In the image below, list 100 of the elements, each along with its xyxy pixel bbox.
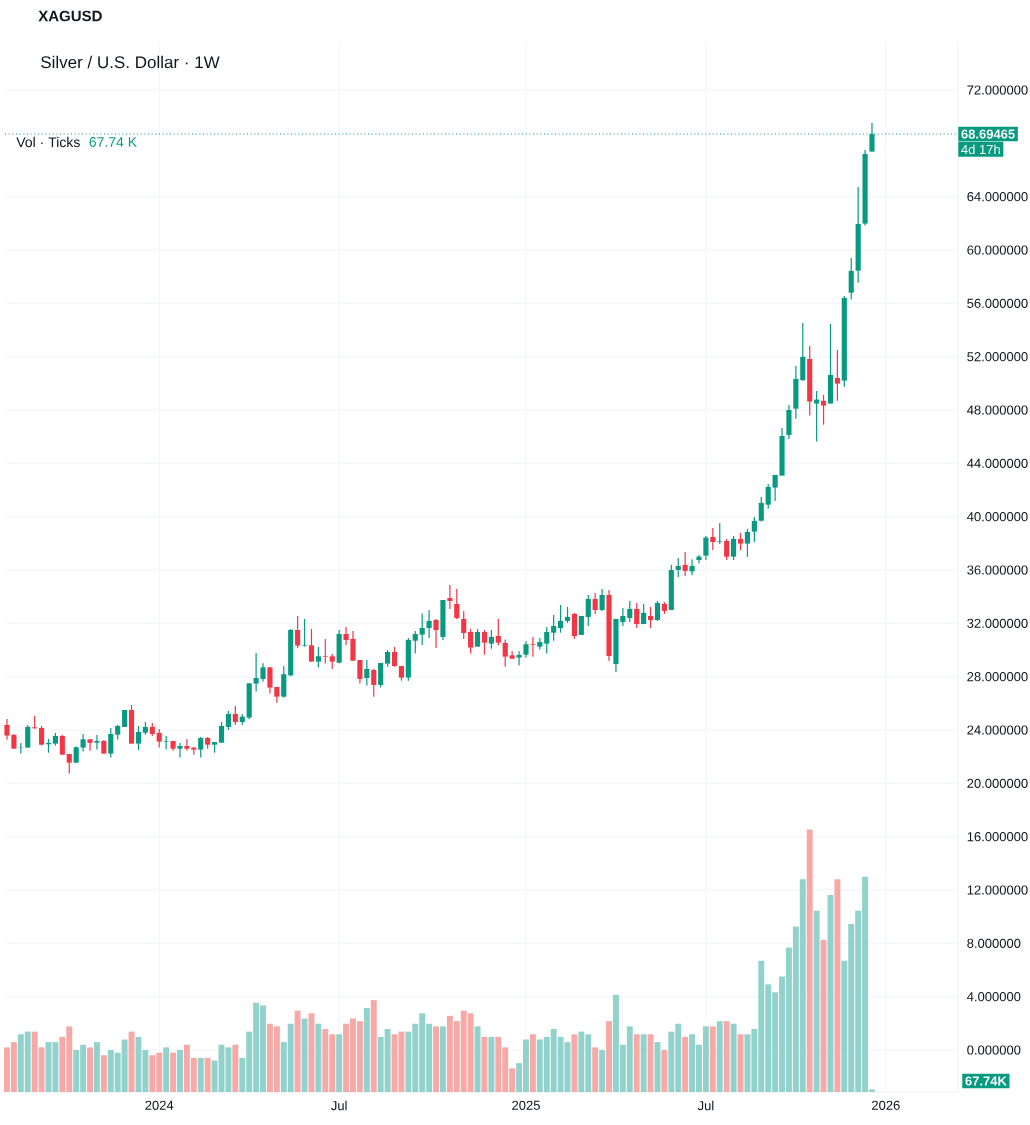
candlestick [814, 390, 820, 443]
y-tick-label: 64.000000 [967, 192, 1028, 202]
annotation: Vol · Ticks [16, 136, 80, 148]
candlestick [654, 600, 661, 622]
x-tick-label: Jul [331, 1100, 347, 1111]
candlestick [308, 628, 315, 663]
bar [294, 1010, 301, 1092]
candlestick [571, 612, 577, 640]
bar [806, 829, 813, 1092]
candlestick [682, 551, 688, 577]
bar [100, 1055, 107, 1092]
candlestick [627, 600, 633, 623]
bar [439, 1026, 446, 1092]
bar [529, 1034, 536, 1092]
y-tick-label: 28.000000 [967, 672, 1028, 682]
bar [592, 1047, 599, 1092]
y-tick-label: 72.000000 [967, 85, 1028, 95]
candlestick [481, 629, 488, 656]
annotation: 67.74 K [89, 137, 137, 147]
candlestick [281, 665, 287, 699]
bar [197, 1057, 204, 1092]
candlestick [364, 659, 370, 687]
y-tick-label: 48.000000 [967, 405, 1028, 415]
bar [820, 939, 827, 1092]
bar [709, 1026, 716, 1092]
y-tick-label: 36.000000 [967, 565, 1028, 575]
bar [87, 1047, 93, 1092]
candlestick [433, 618, 439, 649]
candlestick [765, 483, 771, 510]
candlestick [558, 604, 564, 634]
candlestick [391, 646, 398, 668]
candlestick [198, 736, 204, 759]
candlestick [59, 734, 65, 756]
bar [370, 1000, 377, 1092]
bar [93, 1042, 100, 1092]
text: Silver / U.S. Dollar · 1W [41, 55, 220, 69]
candlestick [502, 639, 508, 668]
bar [301, 1018, 308, 1092]
y-tick-label: 44.000000 [967, 458, 1028, 468]
bar [647, 1034, 654, 1092]
candlestick [592, 592, 598, 615]
bar [488, 1036, 495, 1092]
y-tick-label: 24.000000 [967, 725, 1028, 735]
candlestick [156, 728, 162, 749]
candlestick [322, 638, 328, 665]
y-tick-label: 20.000000 [967, 778, 1028, 788]
y-tick-label: 4.000000 [967, 992, 1021, 1002]
bar [730, 1023, 737, 1092]
candlestick [184, 738, 190, 752]
candlestick [419, 612, 425, 646]
bar [633, 1034, 640, 1092]
bar [813, 910, 820, 1092]
x-tick-label: Jul [697, 1100, 714, 1111]
candlestick [66, 753, 72, 775]
candlestick [87, 738, 93, 752]
y-tick-label: 8.000000 [967, 938, 1021, 948]
bar [163, 1047, 170, 1092]
candlestick [426, 609, 432, 639]
candlestick [634, 602, 640, 629]
y-tick-label: 52.000000 [967, 352, 1028, 362]
bar [640, 1034, 647, 1092]
bar [834, 879, 841, 1092]
candlestick [371, 668, 377, 698]
candlestick [717, 522, 723, 545]
y-tick-label: 60.000000 [967, 245, 1028, 255]
y-tick-label: 16.000000 [967, 832, 1028, 842]
bar [433, 1026, 439, 1092]
candlestick [108, 727, 114, 759]
candlestick [447, 584, 453, 610]
candlestick [696, 554, 702, 564]
candlestick [218, 721, 225, 744]
bar [571, 1034, 578, 1092]
bar [315, 1023, 322, 1092]
x-tick-label: 2024 [145, 1100, 174, 1110]
y-tick-label: 32.000000 [967, 618, 1028, 628]
bar [308, 1013, 315, 1092]
bar [232, 1044, 239, 1092]
candlestick [689, 558, 695, 576]
candlestick [675, 557, 681, 578]
bar [474, 1026, 481, 1092]
candlestick [703, 535, 709, 561]
candlestick [800, 322, 806, 382]
candlestick [454, 588, 460, 620]
bar [606, 1021, 612, 1092]
bar [599, 1049, 606, 1092]
chart-subtitle: XAGUSD [38, 10, 102, 22]
candlestick [751, 516, 757, 543]
candlestick [225, 710, 231, 731]
bar [177, 1049, 183, 1092]
candlestick [468, 628, 474, 655]
candlestick [820, 394, 827, 426]
bar [170, 1052, 177, 1092]
candlestick [516, 650, 522, 667]
candlestick [731, 535, 737, 561]
y-tick-label: 12.000000 [967, 885, 1028, 895]
bar [204, 1057, 211, 1092]
candlestick [599, 588, 605, 612]
candlestick [378, 662, 384, 689]
candlestick [461, 610, 467, 640]
x-tick-label: 2026 [872, 1100, 900, 1110]
